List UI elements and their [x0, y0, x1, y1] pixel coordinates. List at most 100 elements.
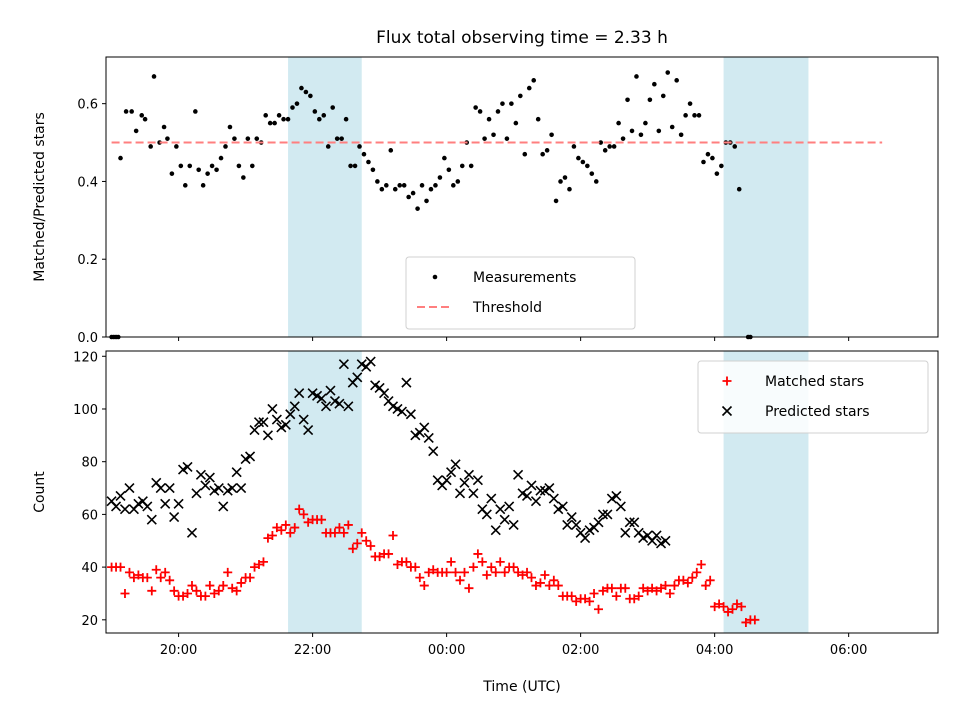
data-point: [593, 604, 603, 614]
data-point: [245, 573, 255, 583]
legend-box: [697, 360, 929, 434]
data-point: [669, 581, 679, 591]
data-point: [665, 588, 675, 598]
data-point: [133, 128, 139, 134]
data-point: [187, 163, 193, 169]
data-point: [303, 424, 314, 436]
y-tick-label: 0.6: [77, 98, 98, 113]
data-point: [205, 581, 215, 591]
data-point: [732, 144, 738, 149]
data-point: [490, 525, 501, 536]
data-point: [343, 401, 354, 412]
data-point: [276, 525, 286, 535]
data-point: [289, 401, 300, 412]
data-point: [468, 163, 474, 169]
data-point: [473, 105, 478, 110]
data-point: [415, 573, 425, 583]
data-point: [451, 567, 461, 577]
x-tick-label: 02:00: [562, 643, 599, 658]
data-point: [352, 163, 358, 169]
data-point: [451, 183, 456, 188]
data-point: [245, 136, 251, 141]
data-point: [549, 575, 559, 585]
data-point: [165, 575, 175, 585]
data-point: [567, 186, 572, 192]
data-point: [669, 124, 675, 130]
data-point: [232, 136, 237, 141]
data-point: [477, 109, 483, 114]
data-point: [576, 155, 581, 161]
data-point: [602, 509, 613, 520]
data-point: [186, 527, 198, 538]
legend-label: Threshold: [472, 300, 542, 316]
legend: Measurements Threshold: [405, 256, 636, 330]
data-point: [589, 588, 599, 598]
data-point: [325, 144, 331, 149]
data-point: [352, 538, 362, 548]
data-point: [652, 81, 657, 87]
shaded-region: [288, 351, 362, 633]
data-point: [473, 549, 483, 559]
data-point: [611, 591, 621, 601]
data-point: [705, 151, 711, 157]
data-point: [544, 581, 554, 591]
data-point: [178, 163, 184, 169]
axes-frame: [105, 56, 939, 338]
data-point: [562, 175, 568, 180]
data-point: [521, 490, 533, 502]
data-point: [285, 409, 296, 420]
data-point: [607, 583, 617, 593]
data-point: [535, 578, 545, 588]
data-point: [419, 581, 429, 591]
data-point: [191, 586, 201, 596]
data-point: [495, 109, 501, 114]
data-point: [160, 567, 170, 577]
data-point: [526, 480, 537, 491]
data-point: [526, 85, 532, 91]
data-point: [151, 565, 161, 575]
data-point: [415, 206, 420, 211]
data-point: [530, 496, 542, 507]
data-point: [540, 570, 550, 580]
data-point: [419, 422, 430, 433]
legend-marker: [722, 376, 732, 386]
data-point: [593, 517, 604, 528]
legend-marker: [432, 274, 438, 280]
data-point: [193, 109, 198, 114]
data-point: [396, 406, 408, 417]
data-point: [281, 520, 291, 530]
data-point: [455, 179, 461, 184]
data-point: [272, 120, 277, 126]
data-point: [692, 567, 702, 577]
data-point: [500, 567, 510, 577]
legend: Matched stars Predicted stars: [697, 360, 929, 434]
data-point: [651, 530, 662, 541]
data-point: [384, 183, 389, 188]
data-point: [115, 490, 126, 502]
data-point: [280, 419, 291, 430]
data-point: [164, 482, 175, 494]
data-point: [294, 504, 304, 514]
data-point: [276, 113, 282, 118]
data-point: [285, 116, 291, 122]
data-point: [169, 586, 179, 596]
data-point: [442, 155, 447, 161]
data-point: [365, 356, 376, 367]
data-point: [321, 113, 327, 118]
data-point: [629, 517, 640, 528]
data-point: [504, 501, 515, 512]
data-point: [334, 523, 344, 533]
data-point: [486, 116, 492, 122]
data-point: [710, 155, 715, 161]
data-point: [486, 493, 497, 504]
data-point: [169, 171, 175, 176]
y-tick-label: 120: [73, 350, 98, 365]
data-point: [124, 482, 135, 494]
data-point: [571, 144, 577, 149]
x-tick-label: 06:00: [830, 643, 867, 658]
data-point: [495, 504, 506, 515]
axes-frame: [105, 350, 939, 634]
data-point: [317, 116, 322, 122]
data-point: [540, 151, 545, 157]
data-point: [330, 528, 340, 538]
